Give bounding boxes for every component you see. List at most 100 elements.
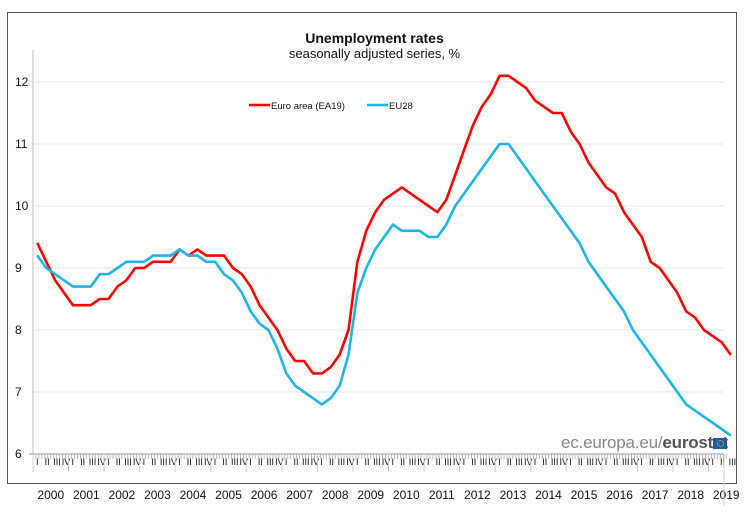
quarter-label: II <box>80 457 85 467</box>
data-point-ea19 <box>294 360 296 362</box>
legend: Euro area (EA19) EU28 <box>249 101 413 112</box>
data-point-ea19 <box>463 149 465 151</box>
x-year-label: 2006 <box>251 488 278 502</box>
y-tick-label: 11 <box>15 137 28 151</box>
data-point-eu28 <box>90 286 92 288</box>
quarter-label: III <box>444 457 452 467</box>
data-point-ea19 <box>72 304 74 306</box>
data-point-ea19 <box>134 267 136 269</box>
data-point-ea19 <box>516 81 519 83</box>
x-year-label: 2002 <box>109 488 136 502</box>
data-point-ea19 <box>401 186 403 188</box>
quarter-label: I <box>320 457 323 467</box>
data-point-eu28 <box>356 292 358 294</box>
quarter-label: IV <box>560 457 569 467</box>
chart-title: Unemployment rates <box>305 30 444 46</box>
eu-flag-icon <box>713 438 727 449</box>
data-point-ea19 <box>267 317 270 319</box>
data-point-ea19 <box>214 255 216 257</box>
data-point-eu28 <box>143 261 145 263</box>
data-point-ea19 <box>685 310 687 312</box>
data-point-eu28 <box>125 261 127 263</box>
data-point-eu28 <box>241 292 243 294</box>
data-point-eu28 <box>650 354 652 356</box>
data-point-ea19 <box>383 199 385 201</box>
y-tick-label: 10 <box>15 199 29 213</box>
data-point-eu28 <box>472 180 474 182</box>
quarter-label: II <box>365 457 370 467</box>
data-point-ea19 <box>570 131 572 133</box>
quarter-label: II <box>151 457 156 467</box>
data-point-eu28 <box>152 255 154 257</box>
y-tick-label: 9 <box>15 261 22 275</box>
data-point-ea19 <box>285 348 287 350</box>
data-point-eu28 <box>374 248 376 250</box>
legend-label-eu28: EU28 <box>389 101 413 112</box>
data-point-eu28 <box>339 385 341 387</box>
data-point-eu28 <box>179 248 181 250</box>
quarter-label: IV <box>382 457 391 467</box>
chart-subtitle: seasonally adjusted series, % <box>288 46 461 61</box>
quarter-label: I <box>463 457 466 467</box>
quarter-label: I <box>392 457 395 467</box>
quarter-label: I <box>676 457 679 467</box>
data-point-ea19 <box>650 261 652 263</box>
quarter-label: IV <box>97 457 106 467</box>
data-point-eu28 <box>99 273 101 275</box>
data-point-eu28 <box>401 230 403 232</box>
quarter-label: III <box>89 457 97 467</box>
quarter-label: I <box>249 457 252 467</box>
quarter-label: III <box>693 457 701 467</box>
quarter-label: III <box>658 457 666 467</box>
data-point-eu28 <box>507 143 510 145</box>
data-point-eu28 <box>490 155 492 157</box>
data-point-ea19 <box>45 261 47 263</box>
data-point-ea19 <box>472 124 474 126</box>
quarter-label: IV <box>631 457 640 467</box>
quarter-label: II <box>436 457 441 467</box>
data-point-ea19 <box>116 286 118 288</box>
data-point-eu28 <box>623 310 625 312</box>
data-point-eu28 <box>54 273 56 275</box>
data-point-ea19 <box>410 193 412 195</box>
data-point-eu28 <box>321 403 323 405</box>
data-point-eu28 <box>481 168 483 170</box>
data-point-ea19 <box>347 329 350 331</box>
data-point-ea19 <box>676 292 678 294</box>
x-year-label: 2005 <box>215 488 242 502</box>
y-tick-label: 6 <box>15 447 22 461</box>
data-point-eu28 <box>330 397 332 399</box>
data-point-eu28 <box>614 298 616 300</box>
quarter-label: IV <box>417 457 426 467</box>
source-brand: eurostat <box>662 433 728 452</box>
quarter-label: I <box>569 457 572 467</box>
quarter-label: I <box>143 457 146 467</box>
legend-label-ea19: Euro area (EA19) <box>271 101 345 112</box>
data-point-eu28 <box>667 379 670 381</box>
data-point-ea19 <box>107 298 110 300</box>
data-point-ea19 <box>427 205 430 207</box>
data-point-eu28 <box>134 261 136 263</box>
quarter-label: II <box>187 457 192 467</box>
data-point-eu28 <box>250 310 252 312</box>
data-point-ea19 <box>454 174 456 176</box>
data-point-eu28 <box>285 372 287 374</box>
data-point-ea19 <box>579 143 581 145</box>
series-line-ea19 <box>36 74 732 375</box>
quarter-label: III <box>195 457 203 467</box>
quarter-label: II <box>45 457 50 467</box>
data-point-eu28 <box>214 261 216 263</box>
quarter-label: IV <box>453 457 462 467</box>
data-point-ea19 <box>632 224 634 226</box>
data-point-ea19 <box>330 366 332 368</box>
quarter-label: IV <box>666 457 675 467</box>
data-point-eu28 <box>561 217 563 219</box>
data-point-ea19 <box>490 93 492 95</box>
data-point-ea19 <box>250 286 252 288</box>
quarter-label: I <box>107 457 110 467</box>
quarter-label: III <box>409 457 417 467</box>
data-point-eu28 <box>685 403 687 405</box>
quarter-label: I <box>285 457 288 467</box>
data-point-eu28 <box>116 267 118 269</box>
quarter-label: III <box>515 457 523 467</box>
